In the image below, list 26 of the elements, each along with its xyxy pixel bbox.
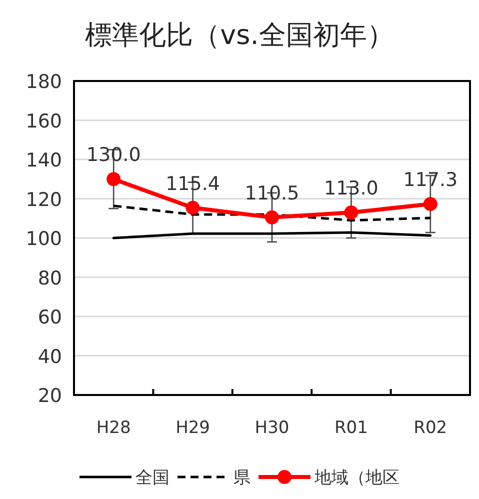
x-tick-label: R02 bbox=[414, 418, 448, 438]
y-tick-label: 20 bbox=[38, 385, 62, 407]
point bbox=[186, 200, 200, 215]
x-tick-label: R01 bbox=[334, 418, 368, 438]
y-tick-label: 40 bbox=[38, 346, 62, 368]
data-label: 115.4 bbox=[166, 172, 220, 195]
legend-label: 地域（地区 bbox=[314, 468, 400, 488]
x-tick-label: H29 bbox=[176, 418, 210, 438]
title: 標準化比（vs.全国初年） bbox=[85, 20, 394, 51]
x-tick-label: H28 bbox=[96, 418, 131, 438]
point bbox=[265, 210, 279, 224]
point bbox=[106, 172, 121, 186]
legend-label: 県 bbox=[234, 468, 250, 488]
y-tick-label: 160 bbox=[26, 110, 62, 132]
y-tick-label: 140 bbox=[26, 150, 62, 172]
data-label: 113.0 bbox=[324, 177, 378, 200]
y-tick-label: 80 bbox=[38, 267, 62, 290]
y-tick-label: 60 bbox=[38, 306, 62, 328]
y-tick-label: 180 bbox=[26, 71, 62, 93]
y-tick-label: 120 bbox=[26, 188, 62, 211]
y-tick-label: 100 bbox=[26, 228, 62, 250]
x-tick-label: H30 bbox=[254, 418, 290, 438]
data-label: 110.5 bbox=[244, 182, 300, 204]
legend-label: 全国 bbox=[136, 468, 170, 488]
point bbox=[423, 197, 438, 212]
point bbox=[344, 205, 358, 220]
